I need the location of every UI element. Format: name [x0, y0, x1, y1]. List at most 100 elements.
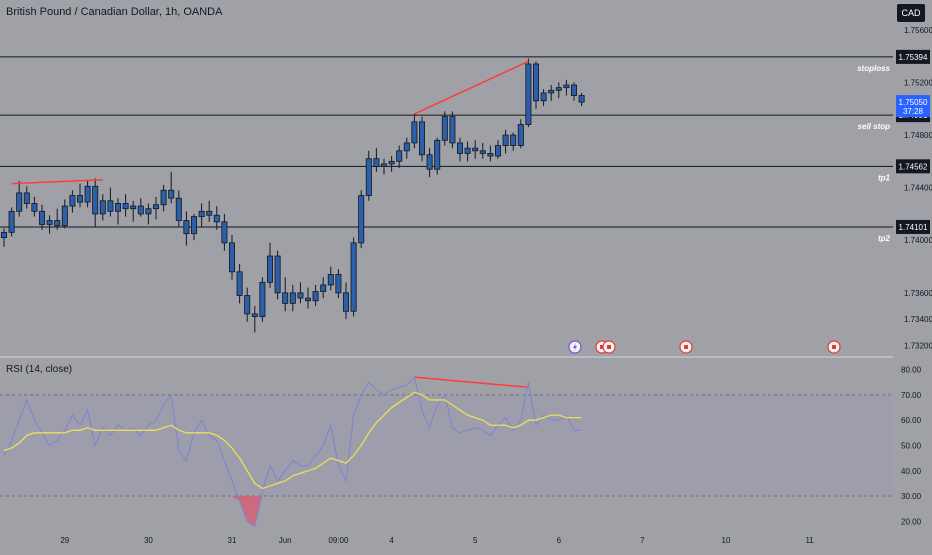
price-tick-4: 1.74000: [904, 236, 932, 245]
candle-body-3: [23, 192, 30, 204]
candle-body-31: [236, 271, 243, 296]
candle-body-9: [69, 195, 76, 207]
time-tick-9: 10: [722, 536, 731, 545]
divergence-lines: [11, 60, 529, 389]
candle-body-13: [99, 200, 106, 215]
candle-body-50: [380, 163, 387, 167]
price-tick-6: 1.73400: [904, 315, 932, 324]
candle-body-63: [479, 150, 486, 154]
currency-button[interactable]: CAD: [897, 4, 925, 22]
rsi-divergence-line: [414, 376, 529, 389]
candles: [0, 58, 585, 333]
candle-body-62: [472, 147, 479, 152]
candle-body-52: [396, 150, 403, 162]
level-label-1: sell stop: [858, 122, 891, 131]
candle-body-67: [510, 134, 517, 146]
candle-body-21: [160, 189, 167, 206]
level-price-2: 1.74562: [899, 162, 928, 171]
candle-body-64: [487, 153, 494, 157]
current-price-countdown: 37:28: [903, 107, 924, 116]
candle-body-34: [259, 281, 266, 317]
time-tick-5: 4: [389, 536, 394, 545]
chart-title: British Pound / Canadian Dollar, 1h, OAN…: [6, 6, 223, 18]
candle-body-1: [8, 210, 15, 233]
price-tick-7: 1.73200: [904, 341, 932, 350]
candle-body-18: [137, 205, 144, 215]
level-label-0: stoploss: [857, 64, 890, 73]
candle-body-22: [168, 189, 175, 199]
candle-body-44: [335, 274, 342, 294]
time-tick-0: 29: [60, 536, 69, 545]
rsi-band-fill: [0, 394, 893, 497]
lightning-glyph: [573, 343, 577, 351]
candle-body-61: [464, 147, 471, 154]
candle-body-40: [304, 297, 311, 302]
candle-body-14: [107, 200, 114, 212]
price-tick-1: 1.75200: [904, 78, 932, 87]
candle-body-20: [152, 204, 159, 210]
candle-body-73: [555, 87, 562, 91]
level-price-badge-0: [896, 49, 930, 64]
rsi-ma-line: [3, 391, 582, 490]
time-tick-1: 30: [144, 536, 153, 545]
rsi-tick-5: 30.00: [901, 492, 922, 501]
candle-body-71: [540, 92, 547, 102]
rsi-band: [0, 394, 893, 497]
candle-body-56: [426, 154, 433, 170]
candle-body-38: [289, 292, 296, 304]
event-icons: [568, 340, 841, 354]
candle-body-57: [434, 139, 441, 170]
candle-body-39: [297, 292, 304, 299]
candle-body-48: [365, 158, 372, 196]
rsi-lines: [3, 376, 582, 528]
candle-body-30: [228, 242, 235, 273]
candle-body-25: [190, 216, 197, 235]
rsi-tick-0: 80.00: [901, 366, 922, 375]
candle-body-65: [494, 145, 501, 157]
candle-body-54: [411, 121, 418, 144]
price-tick-2: 1.74800: [904, 131, 932, 140]
price-tick-5: 1.73600: [904, 289, 932, 298]
rsi-line: [3, 376, 582, 528]
candle-body-26: [198, 210, 205, 217]
price-tick-0: 1.75600: [904, 26, 932, 35]
level-price-badge-2: [896, 159, 930, 174]
time-tick-4: 09:00: [328, 536, 349, 545]
candle-body-35: [266, 255, 273, 283]
candle-body-59: [449, 116, 456, 144]
candle-body-69: [525, 63, 532, 125]
candle-body-76: [578, 95, 585, 103]
time-tick-3: Jun: [279, 536, 292, 545]
price-tick-3: 1.74400: [904, 184, 932, 193]
rsi-tick-3: 50.00: [901, 441, 922, 450]
candle-body-4: [31, 203, 38, 212]
candle-body-10: [77, 195, 84, 203]
candle-body-51: [388, 160, 395, 165]
candle-body-75: [571, 84, 578, 96]
candle-body-5: [39, 210, 46, 225]
candle-body-41: [312, 291, 319, 302]
rsi-tick-4: 40.00: [901, 467, 922, 476]
candle-body-27: [206, 210, 213, 216]
level-price-0: 1.75394: [899, 53, 928, 62]
flag-glyph-4: [832, 345, 836, 349]
time-tick-7: 6: [557, 536, 562, 545]
candle-body-28: [213, 214, 220, 223]
candle-body-37: [282, 292, 289, 304]
price-divergence-line-1: [414, 60, 529, 115]
price-divergence-line-0: [11, 178, 103, 185]
time-tick-6: 5: [473, 536, 478, 545]
price-axis: 1.75600 1.75200 1.74800 1.74400 1.74000 1.736…: [896, 26, 932, 350]
rsi-tick-6: 20.00: [901, 517, 922, 526]
candle-body-55: [418, 121, 425, 156]
candle-body-32: [244, 295, 251, 315]
time-tick-2: 31: [228, 536, 237, 545]
level-price-3: 1.74101: [899, 223, 928, 232]
flag-glyph-3: [684, 345, 688, 349]
candle-body-17: [130, 205, 137, 210]
candle-body-36: [274, 255, 281, 294]
time-axis: 29 30 31 Jun 09:00 4 5 6 7 10 11: [60, 536, 814, 545]
rsi-tick-1: 70.00: [901, 391, 922, 400]
